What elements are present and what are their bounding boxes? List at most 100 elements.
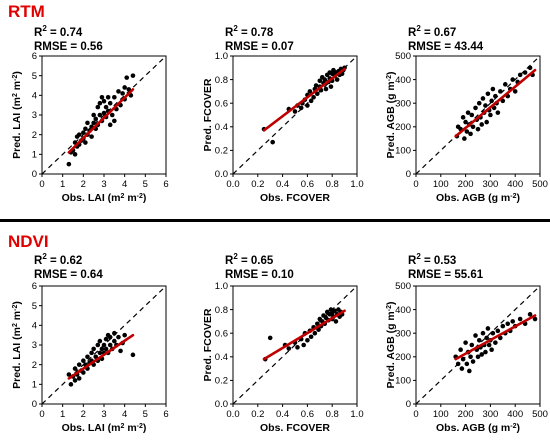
- data-point: [308, 334, 314, 340]
- x-tick-label: 4: [122, 179, 127, 190]
- one-to-one-line: [415, 55, 541, 175]
- data-point: [83, 140, 88, 145]
- y-tick-label: 0.6: [215, 98, 228, 109]
- r2-label: R2 = 0.78: [225, 24, 274, 39]
- y-axis-label: Pred. FCOVER: [202, 308, 214, 381]
- chart-stats: R2 = 0.74 RMSE = 0.56: [34, 25, 103, 54]
- data-point: [118, 348, 123, 354]
- chart-stats: R2 = 0.53 RMSE = 55.61: [408, 253, 483, 282]
- data-point: [130, 73, 136, 78]
- data-point: [510, 77, 516, 82]
- data-point: [72, 366, 78, 371]
- x-tick-label: 1.0: [350, 409, 363, 420]
- y-tick-label: 5: [32, 301, 37, 312]
- data-point: [130, 352, 136, 358]
- chart-stats: R2 = 0.67 RMSE = 43.44: [408, 25, 483, 54]
- data-point: [332, 308, 337, 314]
- scatter-chart: 0.0 0.2 0.4 0.6 0.8 1.0 0.0 0.2 0.4 0.6 0.8 1.0 Obs.…: [202, 281, 364, 434]
- data-point: [97, 100, 103, 106]
- data-point: [97, 112, 103, 118]
- data-point: [469, 112, 475, 118]
- data-point: [470, 124, 476, 130]
- y-axis-label: Pred. AGB (g m-2): [385, 302, 397, 389]
- data-point: [97, 338, 103, 344]
- data-point: [489, 347, 494, 353]
- data-point: [463, 119, 468, 125]
- data-point: [95, 104, 101, 110]
- y-tick-label: 0.0: [215, 399, 228, 410]
- data-point: [312, 330, 318, 336]
- data-point: [107, 122, 113, 128]
- chart-stats: R2 = 0.62 RMSE = 0.64: [34, 252, 103, 282]
- y-tick-label: 0: [406, 169, 411, 180]
- x-axis-label: Obs. LAI (m2 m-2): [62, 192, 147, 204]
- data-point: [72, 152, 78, 157]
- data-point: [512, 89, 518, 94]
- y-axis-label: Pred. FCOVER: [202, 78, 214, 151]
- data-point: [301, 342, 306, 348]
- data-point: [458, 347, 463, 353]
- data-point: [498, 335, 503, 341]
- section-title-ndvi: NDVI: [8, 232, 49, 251]
- x-tick-label: 100: [433, 179, 449, 190]
- data-point: [308, 98, 314, 104]
- data-point: [510, 319, 516, 324]
- data-point: [333, 319, 339, 324]
- data-point: [99, 95, 105, 100]
- data-point: [298, 105, 304, 111]
- x-tick-label: 0: [413, 409, 418, 420]
- y-tick-label: 0.8: [215, 75, 228, 86]
- regression-line: [454, 68, 537, 138]
- data-point: [116, 89, 121, 94]
- data-point: [305, 337, 310, 343]
- section-title-rtm: RTM: [8, 2, 45, 21]
- data-point: [463, 340, 468, 345]
- y-tick-label: 6: [32, 281, 37, 292]
- data-point: [112, 95, 117, 100]
- x-axis-label: Obs. FCOVER: [260, 422, 330, 434]
- data-point: [483, 349, 488, 355]
- data-point: [493, 93, 498, 99]
- x-tick-label: 0: [39, 409, 44, 420]
- y-tick-label: 0.4: [215, 122, 228, 133]
- y-tick-label: 3: [32, 340, 37, 351]
- y-tick-label: 500: [395, 281, 411, 292]
- x-tick-label: 300: [482, 409, 498, 420]
- data-point: [484, 119, 489, 125]
- data-point: [483, 103, 488, 108]
- plot-frame: [415, 55, 541, 175]
- data-point: [66, 161, 72, 167]
- data-point: [295, 345, 300, 350]
- data-point: [72, 378, 78, 383]
- plot-frame: [232, 285, 358, 405]
- x-tick-label: 3: [101, 179, 106, 190]
- data-point: [495, 110, 501, 115]
- data-point: [89, 134, 94, 139]
- r2-label: R2 = 0.62: [34, 252, 83, 267]
- y-tick-label: 100: [395, 146, 411, 157]
- data-point: [116, 334, 121, 340]
- data-point: [317, 78, 323, 84]
- scatter-chart: 0 1 2 3 4 5 6 0 1 2 3 4 5 6 Obs. LAI (m2 m-2) Pred. LAI…: [11, 51, 169, 204]
- scatter-chart: 0 100 200 300 400 500 0 100 200 300 400 500 Obs. AGB…: [385, 51, 548, 204]
- data-point: [68, 382, 74, 387]
- y-tick-label: 0: [406, 399, 411, 410]
- data-point: [76, 376, 82, 381]
- data-point: [476, 337, 482, 343]
- data-point: [493, 340, 498, 345]
- y-tick-label: 5: [32, 71, 37, 82]
- data-point: [522, 70, 528, 75]
- x-tick-label: 0.6: [301, 409, 314, 420]
- data-point: [103, 346, 109, 352]
- one-to-one-line: [415, 285, 541, 405]
- data-point: [91, 120, 96, 126]
- data-point: [486, 342, 492, 348]
- data-point: [468, 354, 473, 360]
- data-point: [85, 354, 90, 360]
- y-tick-label: 0.0: [215, 169, 228, 180]
- data-point: [66, 372, 72, 377]
- data-point: [469, 342, 475, 348]
- data-point: [527, 65, 533, 71]
- data-point: [500, 98, 506, 104]
- x-tick-label: 0.4: [276, 409, 289, 420]
